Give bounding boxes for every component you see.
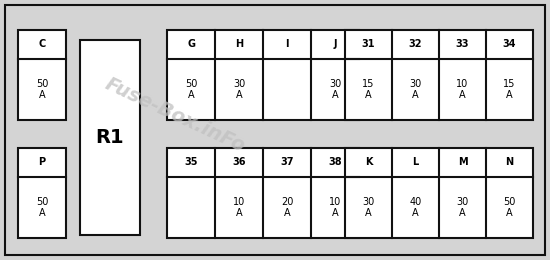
Text: 30
A: 30 A	[329, 79, 341, 100]
Text: L: L	[412, 157, 419, 167]
Text: 40
A: 40 A	[409, 197, 422, 218]
Text: 10
A: 10 A	[329, 197, 341, 218]
Bar	[167, 30, 359, 120]
Text: 15
A: 15 A	[362, 79, 375, 100]
Bar	[167, 148, 359, 238]
Text: Fuse-Box.inFo: Fuse-Box.inFo	[102, 74, 248, 156]
Text: 15
A: 15 A	[503, 79, 516, 100]
Text: 37: 37	[280, 157, 294, 167]
Text: 36: 36	[232, 157, 246, 167]
Text: 50
A: 50 A	[503, 197, 516, 218]
Text: P: P	[39, 157, 46, 167]
Text: 20
A: 20 A	[281, 197, 293, 218]
Bar	[18, 148, 66, 238]
Text: J: J	[333, 40, 337, 49]
Bar	[345, 148, 533, 238]
Text: 35: 35	[184, 157, 198, 167]
Text: I: I	[285, 40, 289, 49]
Text: 50
A: 50 A	[36, 197, 48, 218]
Text: 50
A: 50 A	[185, 79, 197, 100]
Text: R1: R1	[96, 128, 124, 147]
Text: N: N	[505, 157, 514, 167]
Text: G: G	[187, 40, 195, 49]
Text: 34: 34	[503, 40, 516, 49]
Text: 30
A: 30 A	[409, 79, 422, 100]
Text: 30
A: 30 A	[456, 197, 469, 218]
Bar	[18, 30, 66, 120]
Text: 30
A: 30 A	[233, 79, 245, 100]
Bar	[345, 30, 533, 120]
Bar	[80, 40, 140, 235]
Text: 10
A: 10 A	[456, 79, 469, 100]
Text: M: M	[458, 157, 468, 167]
Text: 32: 32	[409, 40, 422, 49]
Text: H: H	[235, 40, 243, 49]
Text: 33: 33	[456, 40, 469, 49]
Text: 31: 31	[362, 40, 375, 49]
Text: 30
A: 30 A	[362, 197, 375, 218]
Text: 10
A: 10 A	[233, 197, 245, 218]
Text: 38: 38	[328, 157, 342, 167]
Text: C: C	[39, 40, 46, 49]
Text: K: K	[365, 157, 372, 167]
Text: 50
A: 50 A	[36, 79, 48, 100]
